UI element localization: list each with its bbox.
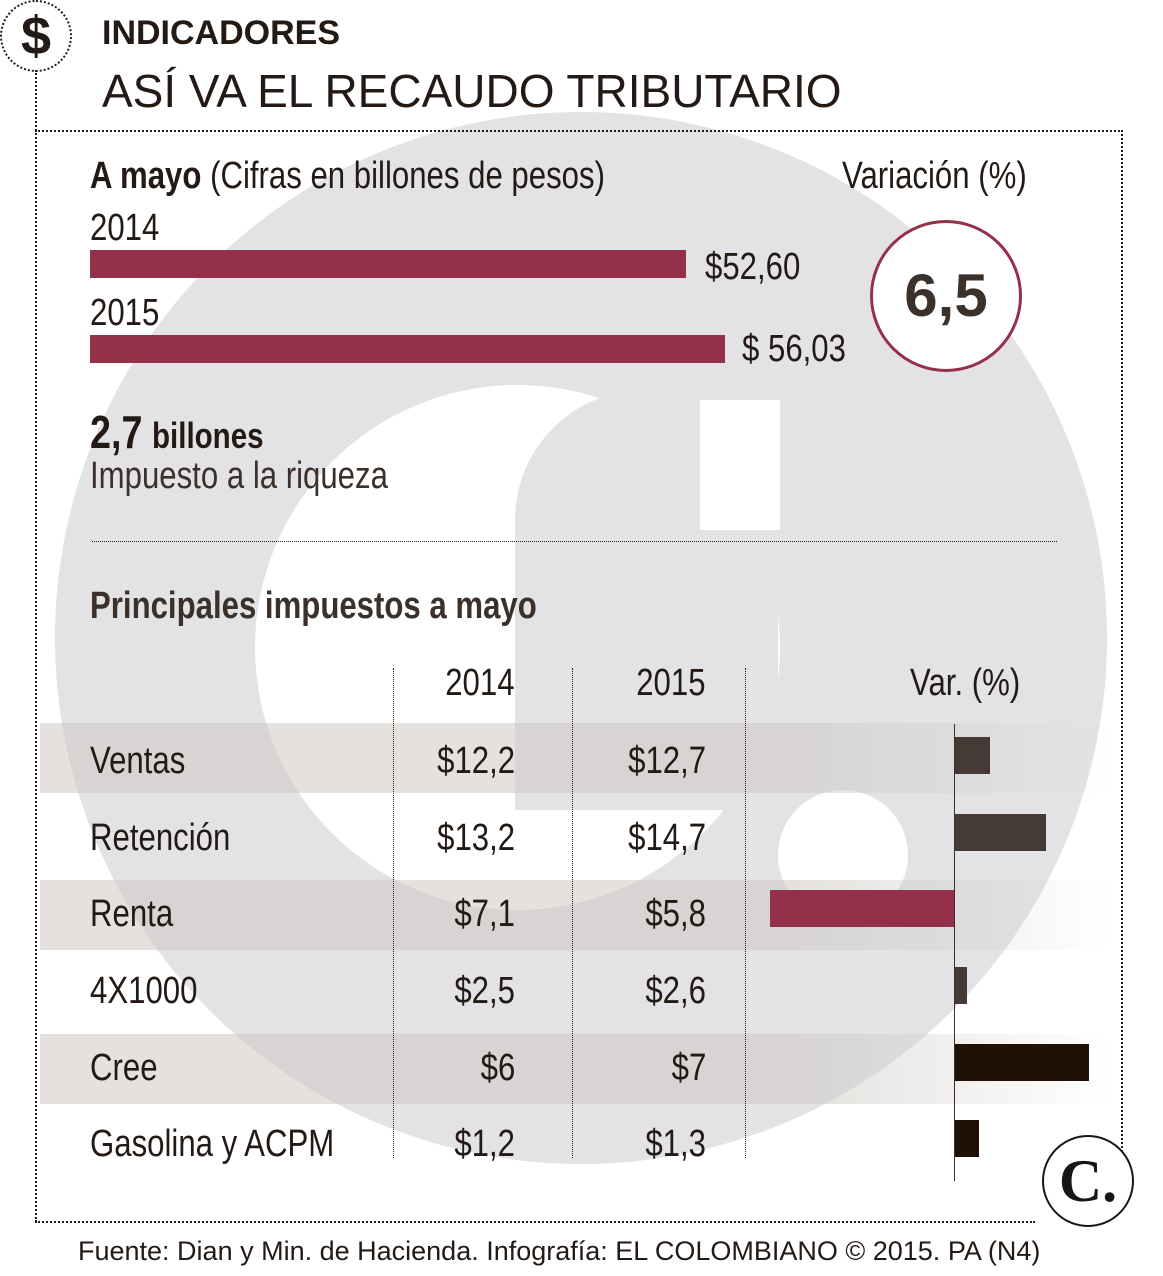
var-bar bbox=[955, 737, 991, 774]
dollar-icon: $ bbox=[0, 0, 72, 72]
year-label-2015: 2015 bbox=[90, 292, 160, 334]
watermark-stem-top bbox=[700, 400, 780, 530]
variation-label: Variación (%) bbox=[842, 155, 1027, 197]
value-2015: $2,6 bbox=[645, 970, 706, 1012]
row-label: Renta bbox=[90, 893, 174, 935]
col-header-2015: 2015 bbox=[636, 662, 706, 704]
value-2014: $1,2 bbox=[454, 1123, 515, 1165]
row-band bbox=[40, 1034, 1110, 1104]
bar-2015 bbox=[90, 335, 725, 363]
bar-label-2014: $52,60 bbox=[705, 246, 801, 288]
footer-source: Fuente: Dian y Min. de Hacienda. Infogra… bbox=[78, 1236, 1041, 1266]
col-divider bbox=[393, 668, 394, 1158]
page-title: ASÍ VA EL RECAUDO TRIBUTARIO bbox=[102, 65, 842, 117]
bar-label-2015: $ 56,03 bbox=[742, 328, 846, 370]
table-title: Principales impuestos a mayo bbox=[90, 585, 537, 627]
value-2015: $14,7 bbox=[628, 817, 706, 859]
wealth-unit: billones bbox=[152, 415, 264, 456]
value-2015: $12,7 bbox=[628, 740, 706, 782]
row-label: Ventas bbox=[90, 740, 186, 782]
wealth-label: Impuesto a la riqueza bbox=[90, 455, 388, 497]
col-header-var: Var. (%) bbox=[910, 662, 1021, 704]
var-bar bbox=[955, 1044, 1089, 1081]
row-label: Cree bbox=[90, 1047, 158, 1089]
col-header-2014: 2014 bbox=[445, 662, 515, 704]
year-label-2014: 2014 bbox=[90, 207, 160, 249]
zero-axis bbox=[954, 724, 955, 1181]
wealth-number: 2,7 bbox=[90, 406, 143, 458]
frame-bottom bbox=[35, 1221, 1035, 1223]
value-2015: $5,8 bbox=[645, 893, 706, 935]
bar-2014 bbox=[90, 250, 687, 278]
kicker: INDICADORES bbox=[102, 14, 341, 52]
value-2015: $1,3 bbox=[645, 1123, 706, 1165]
value-2015: $7 bbox=[671, 1047, 706, 1089]
row-label: 4X1000 bbox=[90, 970, 198, 1012]
heading-bold: A mayo bbox=[90, 155, 202, 197]
var-bar bbox=[955, 1120, 979, 1157]
brand-logo: C. bbox=[1042, 1135, 1134, 1227]
col-divider bbox=[745, 668, 746, 1158]
heading-note: (Cifras en billones de pesos) bbox=[210, 155, 605, 197]
col-divider bbox=[572, 668, 573, 1158]
frame-right bbox=[1121, 130, 1123, 1160]
frame-top bbox=[35, 130, 1123, 132]
value-2014: $6 bbox=[480, 1047, 515, 1089]
var-bar bbox=[955, 814, 1047, 851]
var-bar bbox=[770, 890, 955, 927]
value-2014: $12,2 bbox=[437, 740, 515, 782]
var-bar bbox=[955, 967, 967, 1004]
frame-left bbox=[35, 70, 37, 1222]
row-label: Gasolina y ACPM bbox=[90, 1123, 335, 1165]
value-2014: $7,1 bbox=[454, 893, 515, 935]
summary-heading: A mayo (Cifras en billones de pesos) bbox=[90, 155, 718, 198]
row-label: Retención bbox=[90, 817, 231, 859]
variation-value: 6,5 bbox=[904, 262, 988, 329]
wealth-value: 2,7 billones bbox=[90, 405, 302, 459]
divider bbox=[92, 541, 1057, 542]
variation-circle: 6,5 bbox=[870, 220, 1022, 372]
value-2014: $2,5 bbox=[454, 970, 515, 1012]
value-2014: $13,2 bbox=[437, 817, 515, 859]
row-band bbox=[40, 723, 1110, 793]
